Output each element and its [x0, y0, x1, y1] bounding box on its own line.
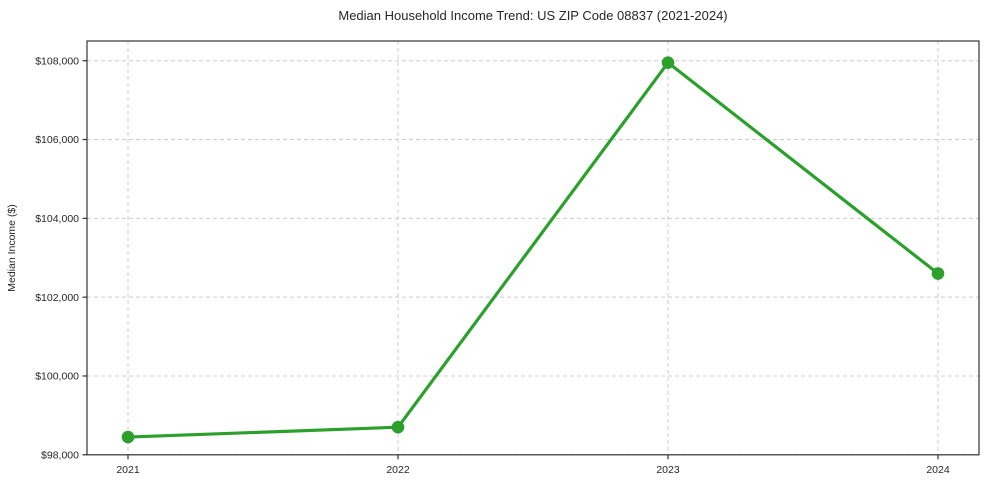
data-point: [661, 56, 675, 69]
y-tick-label: $98,000: [41, 450, 79, 462]
data-point: [391, 420, 405, 434]
trend-line: [126, 61, 940, 439]
plot-border: [86, 40, 980, 456]
x-tick-label: 2022: [386, 464, 410, 476]
data-point: [931, 267, 945, 280]
x-tick-label: 2023: [656, 464, 680, 476]
y-tick-label: $100,000: [35, 371, 79, 383]
y-tick-label: $104,000: [35, 213, 79, 225]
data-point: [121, 430, 135, 444]
y-tick-label: $102,000: [35, 292, 79, 304]
y-tick-label: $108,000: [35, 55, 79, 67]
plot-area: $98,000 $100,000 $102,000 $104,000 $106,000 $…: [35, 40, 980, 476]
y-axis-label: Median Income ($): [6, 204, 18, 292]
x-tick-label: 2021: [116, 464, 140, 476]
chart-title: Median Household Income Trend: US ZIP Co…: [338, 8, 727, 23]
x-tick-label: 2024: [926, 464, 950, 476]
y-tick-label: $106,000: [35, 134, 79, 146]
